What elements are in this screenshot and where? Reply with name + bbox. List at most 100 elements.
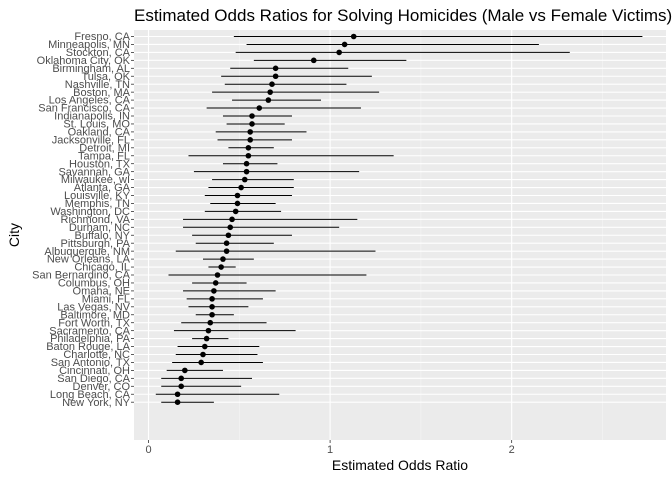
- point: [249, 121, 255, 127]
- point: [234, 192, 241, 199]
- city-tick-label: Houston, TX: [69, 158, 131, 170]
- point: [203, 335, 210, 342]
- point: [247, 137, 254, 143]
- point: [205, 327, 212, 334]
- point: [267, 89, 273, 95]
- city-tick-label: Detroit, MI: [79, 142, 130, 154]
- chart-title: Estimated Odds Ratios for Solving Homici…: [134, 6, 672, 25]
- city-tick-label: Savannah, GA: [58, 166, 130, 178]
- city-tick-label: San Diego, CA: [57, 373, 130, 385]
- city-tick-label: Jacksonville, FL: [52, 134, 130, 146]
- point: [247, 129, 254, 135]
- city-tick-label: New York, NY: [62, 397, 131, 409]
- point: [202, 343, 208, 350]
- point: [249, 113, 255, 119]
- city-tick-label: Long Beach, CA: [50, 389, 131, 401]
- city-tick-label: San Antonio, TX: [51, 357, 131, 369]
- city-tick-label: Oakland, CA: [68, 127, 131, 139]
- point: [243, 168, 250, 175]
- city-tick-label: Baltimore, MD: [60, 309, 130, 321]
- x-tick-label: 1: [327, 444, 333, 456]
- city-tick-label: Boston, MA: [73, 87, 131, 99]
- city-tick-label: Albuquerque, NM: [44, 246, 130, 258]
- point: [209, 311, 215, 318]
- city-tick-label: Las Vegas, NV: [57, 301, 130, 313]
- point: [341, 41, 348, 48]
- city-tick-label: Fresno, CA: [74, 31, 130, 43]
- point: [198, 359, 204, 366]
- city-tick-label: Memphis, TN: [65, 198, 130, 210]
- point: [174, 391, 181, 398]
- point: [211, 288, 217, 294]
- city-tick-label: Nashville, TN: [65, 79, 130, 91]
- city-tick-label: Oklahoma City, OK: [37, 55, 131, 67]
- city-tick-label: St. Louis, MO: [63, 119, 130, 131]
- city-tick-label: Fort Worth, TX: [58, 317, 130, 329]
- point: [269, 81, 275, 87]
- point: [207, 319, 214, 326]
- city-tick-label: Minneapolis, MN: [48, 39, 130, 51]
- city-tick-label: Washington, DC: [50, 206, 130, 218]
- point: [223, 248, 230, 254]
- point: [209, 296, 215, 302]
- city-tick-label: Denver, CO: [73, 381, 131, 393]
- point: [178, 383, 185, 390]
- city-tick-label: Richmond, VA: [61, 214, 131, 226]
- city-tick-label: Louisville, KY: [64, 190, 131, 202]
- point: [234, 200, 241, 207]
- point: [272, 65, 279, 72]
- city-tick-label: Omaha, NE: [73, 286, 130, 298]
- city-tick-label: Cincinnati, OH: [59, 365, 130, 377]
- city-tick-label: Charlotte, NC: [63, 349, 130, 361]
- city-tick-label: Sacramento, CA: [49, 325, 130, 337]
- x-tick-label: 2: [509, 444, 515, 456]
- city-tick-label: Milwaukee, wI: [61, 174, 130, 186]
- city-tick-label: Chicago, IL: [74, 262, 130, 274]
- point: [212, 280, 219, 286]
- point: [214, 272, 221, 278]
- city-tick-label: Tulsa, OK: [82, 71, 131, 83]
- point: [310, 57, 317, 64]
- point: [256, 105, 263, 111]
- city-tick-label: Birmingham, AL: [52, 63, 130, 75]
- x-axis-title: Estimated Odds Ratio: [332, 457, 468, 473]
- city-tick-label: San Bernardino, CA: [32, 270, 130, 282]
- point: [265, 97, 272, 103]
- city-tick-label: New Orleans, LA: [47, 254, 131, 266]
- city-tick-label: Philadelphia, PA: [50, 333, 131, 345]
- point: [238, 184, 244, 191]
- point: [229, 216, 235, 223]
- y-axis-title: City: [6, 223, 22, 247]
- error-bars: [155, 36, 643, 403]
- point: [178, 375, 185, 382]
- points: [174, 33, 357, 406]
- point: [232, 208, 239, 215]
- point: [245, 152, 252, 159]
- city-tick-label: Baton Rouge, LA: [46, 341, 130, 353]
- point: [272, 73, 279, 80]
- point: [209, 304, 215, 310]
- city-tick-label: Miami, FL: [82, 293, 130, 305]
- city-tick-label: Stockton, CA: [66, 47, 131, 59]
- city-tick-label: San Francisco, CA: [38, 103, 130, 115]
- city-tick-label: Durham, NC: [69, 222, 130, 234]
- city-tick-label: Columbus, OH: [58, 278, 130, 290]
- x-ticks: 0 1 2: [145, 440, 515, 456]
- point: [350, 33, 357, 40]
- point: [174, 399, 181, 406]
- point: [223, 240, 230, 246]
- city-tick-label: Pittsburgh, PA: [61, 238, 131, 250]
- point: [227, 224, 234, 231]
- city-tick-label: Tampa, FL: [78, 150, 130, 162]
- point: [182, 367, 188, 374]
- point: [200, 351, 206, 358]
- point: [225, 232, 232, 239]
- city-tick-label: Indianapolis, IN: [54, 111, 130, 123]
- point: [245, 145, 252, 151]
- x-tick-label: 0: [145, 444, 151, 456]
- point: [241, 176, 248, 183]
- point: [336, 49, 342, 56]
- city-tick-label: Los Angeles, CA: [49, 95, 131, 107]
